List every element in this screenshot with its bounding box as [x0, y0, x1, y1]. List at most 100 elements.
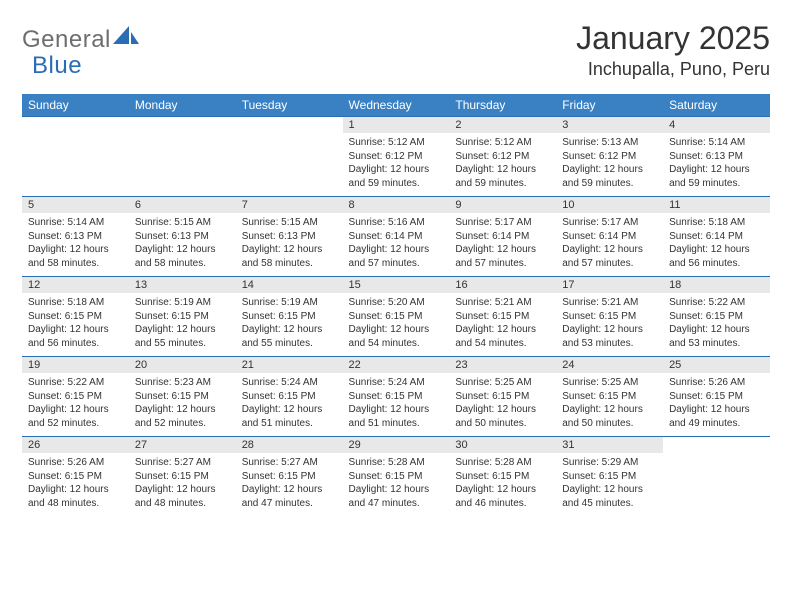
sunset-line: Sunset: 6:15 PM	[349, 310, 444, 324]
day-detail-cell: Sunrise: 5:25 AMSunset: 6:15 PMDaylight:…	[556, 373, 663, 437]
sunset-line: Sunset: 6:15 PM	[242, 390, 337, 404]
day-detail-cell: Sunrise: 5:16 AMSunset: 6:14 PMDaylight:…	[343, 213, 450, 277]
daylight-line: Daylight: 12 hours and 58 minutes.	[242, 243, 337, 270]
sunrise-line: Sunrise: 5:25 AM	[562, 376, 657, 390]
day-number-cell: 9	[449, 197, 556, 214]
daynum-row: 12131415161718	[22, 277, 770, 294]
title-block: January 2025 Inchupalla, Puno, Peru	[576, 20, 770, 80]
detail-row: Sunrise: 5:18 AMSunset: 6:15 PMDaylight:…	[22, 293, 770, 357]
day-detail-cell: Sunrise: 5:28 AMSunset: 6:15 PMDaylight:…	[343, 453, 450, 516]
daylight-line: Daylight: 12 hours and 57 minutes.	[455, 243, 550, 270]
sunrise-line: Sunrise: 5:29 AM	[562, 456, 657, 470]
day-detail-cell: Sunrise: 5:19 AMSunset: 6:15 PMDaylight:…	[129, 293, 236, 357]
day-number-cell: 10	[556, 197, 663, 214]
daylight-line: Daylight: 12 hours and 55 minutes.	[135, 323, 230, 350]
day-detail-cell: Sunrise: 5:21 AMSunset: 6:15 PMDaylight:…	[556, 293, 663, 357]
day-number-cell: 25	[663, 357, 770, 374]
header: General January 2025 Inchupalla, Puno, P…	[22, 20, 770, 80]
day-number-cell: 18	[663, 277, 770, 294]
sunrise-line: Sunrise: 5:26 AM	[669, 376, 764, 390]
day-number-cell: 24	[556, 357, 663, 374]
day-detail-cell: Sunrise: 5:17 AMSunset: 6:14 PMDaylight:…	[449, 213, 556, 277]
day-detail-cell: Sunrise: 5:15 AMSunset: 6:13 PMDaylight:…	[129, 213, 236, 277]
day-number-cell: 11	[663, 197, 770, 214]
sunset-line: Sunset: 6:15 PM	[455, 310, 550, 324]
sunset-line: Sunset: 6:15 PM	[455, 470, 550, 484]
sunrise-line: Sunrise: 5:21 AM	[455, 296, 550, 310]
weekday-header: Wednesday	[343, 94, 450, 117]
day-number-cell: 23	[449, 357, 556, 374]
day-detail-cell	[22, 133, 129, 197]
logo-sail-icon	[113, 26, 139, 51]
day-detail-cell	[129, 133, 236, 197]
day-number-cell: 28	[236, 437, 343, 454]
day-detail-cell: Sunrise: 5:18 AMSunset: 6:14 PMDaylight:…	[663, 213, 770, 277]
sunset-line: Sunset: 6:15 PM	[669, 310, 764, 324]
sunrise-line: Sunrise: 5:12 AM	[455, 136, 550, 150]
daylight-line: Daylight: 12 hours and 49 minutes.	[669, 403, 764, 430]
sunset-line: Sunset: 6:14 PM	[349, 230, 444, 244]
daylight-line: Daylight: 12 hours and 51 minutes.	[242, 403, 337, 430]
day-number-cell: 13	[129, 277, 236, 294]
sunrise-line: Sunrise: 5:15 AM	[242, 216, 337, 230]
daylight-line: Daylight: 12 hours and 56 minutes.	[669, 243, 764, 270]
day-detail-cell: Sunrise: 5:12 AMSunset: 6:12 PMDaylight:…	[449, 133, 556, 197]
day-detail-cell	[663, 453, 770, 516]
sunrise-line: Sunrise: 5:21 AM	[562, 296, 657, 310]
day-number-cell: 6	[129, 197, 236, 214]
sunset-line: Sunset: 6:13 PM	[135, 230, 230, 244]
day-number-cell: 30	[449, 437, 556, 454]
location: Inchupalla, Puno, Peru	[576, 59, 770, 80]
sunset-line: Sunset: 6:15 PM	[562, 470, 657, 484]
detail-row: Sunrise: 5:26 AMSunset: 6:15 PMDaylight:…	[22, 453, 770, 516]
calendar-table: Sunday Monday Tuesday Wednesday Thursday…	[22, 94, 770, 516]
day-detail-cell: Sunrise: 5:17 AMSunset: 6:14 PMDaylight:…	[556, 213, 663, 277]
day-number-cell: 15	[343, 277, 450, 294]
day-number-cell: 12	[22, 277, 129, 294]
daylight-line: Daylight: 12 hours and 54 minutes.	[455, 323, 550, 350]
weekday-header: Saturday	[663, 94, 770, 117]
sunrise-line: Sunrise: 5:19 AM	[135, 296, 230, 310]
sunrise-line: Sunrise: 5:28 AM	[349, 456, 444, 470]
daylight-line: Daylight: 12 hours and 47 minutes.	[242, 483, 337, 510]
day-detail-cell: Sunrise: 5:18 AMSunset: 6:15 PMDaylight:…	[22, 293, 129, 357]
day-detail-cell: Sunrise: 5:15 AMSunset: 6:13 PMDaylight:…	[236, 213, 343, 277]
daylight-line: Daylight: 12 hours and 56 minutes.	[28, 323, 123, 350]
sunrise-line: Sunrise: 5:24 AM	[242, 376, 337, 390]
sunset-line: Sunset: 6:13 PM	[242, 230, 337, 244]
day-number-cell: 14	[236, 277, 343, 294]
sunset-line: Sunset: 6:12 PM	[455, 150, 550, 164]
logo-text-blue: Blue	[32, 52, 82, 80]
sunrise-line: Sunrise: 5:14 AM	[669, 136, 764, 150]
sunset-line: Sunset: 6:15 PM	[455, 390, 550, 404]
day-detail-cell: Sunrise: 5:26 AMSunset: 6:15 PMDaylight:…	[663, 373, 770, 437]
daylight-line: Daylight: 12 hours and 48 minutes.	[135, 483, 230, 510]
sunset-line: Sunset: 6:14 PM	[669, 230, 764, 244]
weekday-header: Sunday	[22, 94, 129, 117]
weekday-header-row: Sunday Monday Tuesday Wednesday Thursday…	[22, 94, 770, 117]
day-detail-cell: Sunrise: 5:22 AMSunset: 6:15 PMDaylight:…	[663, 293, 770, 357]
day-number-cell: 3	[556, 117, 663, 134]
day-detail-cell	[236, 133, 343, 197]
day-detail-cell: Sunrise: 5:27 AMSunset: 6:15 PMDaylight:…	[129, 453, 236, 516]
sunrise-line: Sunrise: 5:17 AM	[562, 216, 657, 230]
day-number-cell: 8	[343, 197, 450, 214]
sunrise-line: Sunrise: 5:18 AM	[669, 216, 764, 230]
day-detail-cell: Sunrise: 5:19 AMSunset: 6:15 PMDaylight:…	[236, 293, 343, 357]
day-number-cell: 31	[556, 437, 663, 454]
day-detail-cell: Sunrise: 5:27 AMSunset: 6:15 PMDaylight:…	[236, 453, 343, 516]
daylight-line: Daylight: 12 hours and 52 minutes.	[28, 403, 123, 430]
sunrise-line: Sunrise: 5:27 AM	[135, 456, 230, 470]
day-detail-cell: Sunrise: 5:25 AMSunset: 6:15 PMDaylight:…	[449, 373, 556, 437]
day-number-cell: 22	[343, 357, 450, 374]
day-detail-cell: Sunrise: 5:29 AMSunset: 6:15 PMDaylight:…	[556, 453, 663, 516]
sunset-line: Sunset: 6:12 PM	[562, 150, 657, 164]
sunset-line: Sunset: 6:15 PM	[562, 390, 657, 404]
daylight-line: Daylight: 12 hours and 59 minutes.	[455, 163, 550, 190]
sunrise-line: Sunrise: 5:28 AM	[455, 456, 550, 470]
sunrise-line: Sunrise: 5:23 AM	[135, 376, 230, 390]
sunrise-line: Sunrise: 5:24 AM	[349, 376, 444, 390]
daylight-line: Daylight: 12 hours and 59 minutes.	[562, 163, 657, 190]
day-detail-cell: Sunrise: 5:24 AMSunset: 6:15 PMDaylight:…	[343, 373, 450, 437]
weekday-header: Monday	[129, 94, 236, 117]
